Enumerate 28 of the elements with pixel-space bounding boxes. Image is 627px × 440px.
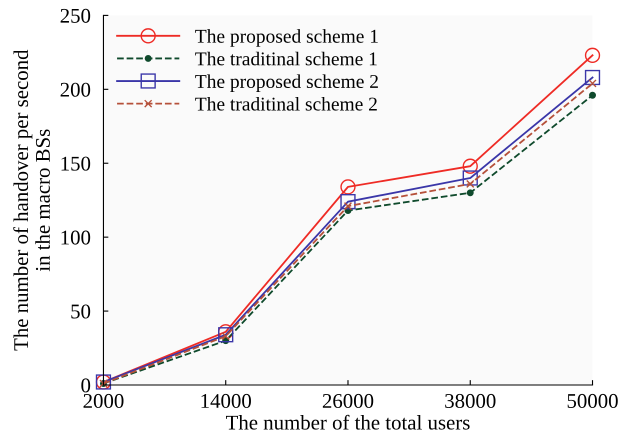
x-tick-label: 50000 [568,394,618,408]
legend-label: The traditinal scheme 1 [195,52,377,66]
legend-label: The traditinal scheme 2 [195,96,377,111]
y-tick-label: 200 [60,82,90,97]
x-tick-label: 14000 [202,394,251,408]
point [340,179,356,195]
point [466,180,474,188]
x-tick-label: 38000 [445,394,496,408]
point [584,70,600,86]
y-tick-label: 0 [81,378,90,392]
point [462,170,478,186]
point [589,92,596,99]
point [584,48,600,63]
x-tick-label: 26000 [322,394,374,408]
y-tick-label: 250 [60,8,90,23]
point [588,79,597,88]
y-tick-label: 50 [71,304,90,319]
y-axis-title: The number of handover per second in the macro BSs [13,50,50,351]
point [462,158,478,174]
point [340,194,356,210]
x-tick-label: 2000 [84,394,124,408]
legend-label: The proposed scheme 2 [195,74,378,92]
y-tick-label: 150 [62,156,90,171]
x-axis-title: The number of the total users [226,414,470,430]
point [466,189,474,196]
y-tick-label: 100 [62,230,90,245]
point [218,327,234,342]
legend-label: The proposed scheme 1 [195,29,378,47]
